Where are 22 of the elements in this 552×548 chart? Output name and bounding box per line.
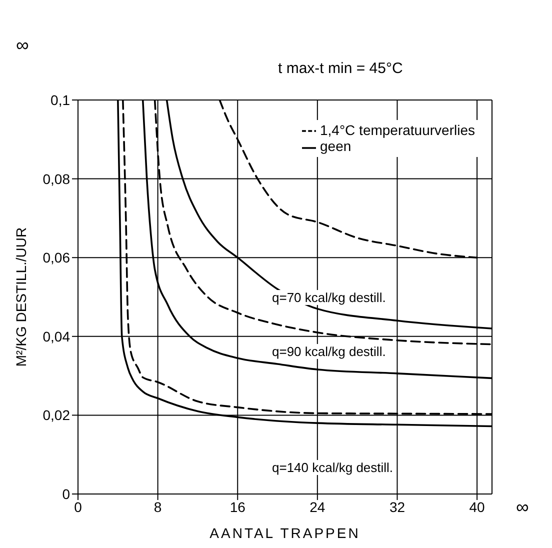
annotation: q=140 kcal/kg destill. <box>272 460 394 475</box>
x-tick-label: 32 <box>389 498 406 515</box>
legend-label: geen <box>320 138 352 154</box>
y-tick-label: 0,06 <box>42 250 70 266</box>
y-axis-title: M²/KG DESTILL./UUR <box>13 227 29 367</box>
text: ∞ <box>16 35 29 55</box>
annotation: q=90 kcal/kg destill. <box>272 344 386 359</box>
x-tick-label: 8 <box>154 498 162 515</box>
y-tick-label: 0,02 <box>42 407 70 424</box>
x-tick-label: 40 <box>469 498 486 515</box>
y-tick-label: 0,04 <box>42 328 70 344</box>
chart-title: t max-t min = 45°C <box>278 60 403 77</box>
y-tick-label: 0,1 <box>50 92 70 108</box>
annotation: q=70 kcal/kg destill. <box>272 290 386 305</box>
x-axis-title: AANTAL TRAPPEN <box>210 525 360 541</box>
x-tick-label: 0 <box>74 498 82 515</box>
y-tick-label: 0 <box>62 486 70 502</box>
x-tick-label: 24 <box>310 498 326 515</box>
x-tick-label: 16 <box>230 498 246 515</box>
y-tick-label: 0,08 <box>42 170 70 187</box>
legend-label: 1,4°C temperatuurverlies <box>320 122 475 138</box>
text: ∞ <box>516 497 529 517</box>
